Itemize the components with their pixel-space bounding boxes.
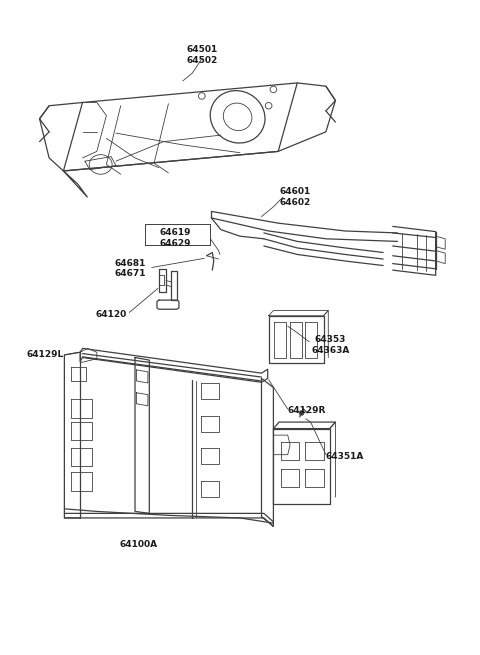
Ellipse shape (299, 411, 304, 415)
Text: 64601
64602: 64601 64602 (279, 187, 311, 207)
Text: 64681
64671: 64681 64671 (115, 259, 146, 278)
Text: 64120: 64120 (96, 310, 127, 319)
Text: 64129L: 64129L (27, 350, 64, 360)
Text: 64619
64629: 64619 64629 (160, 229, 192, 248)
Text: 64129R: 64129R (288, 406, 326, 415)
Text: 64353
64363A: 64353 64363A (312, 335, 350, 355)
Text: 64501
64502: 64501 64502 (186, 45, 217, 65)
Text: 64100A: 64100A (120, 540, 158, 548)
Text: 64351A: 64351A (326, 452, 364, 461)
